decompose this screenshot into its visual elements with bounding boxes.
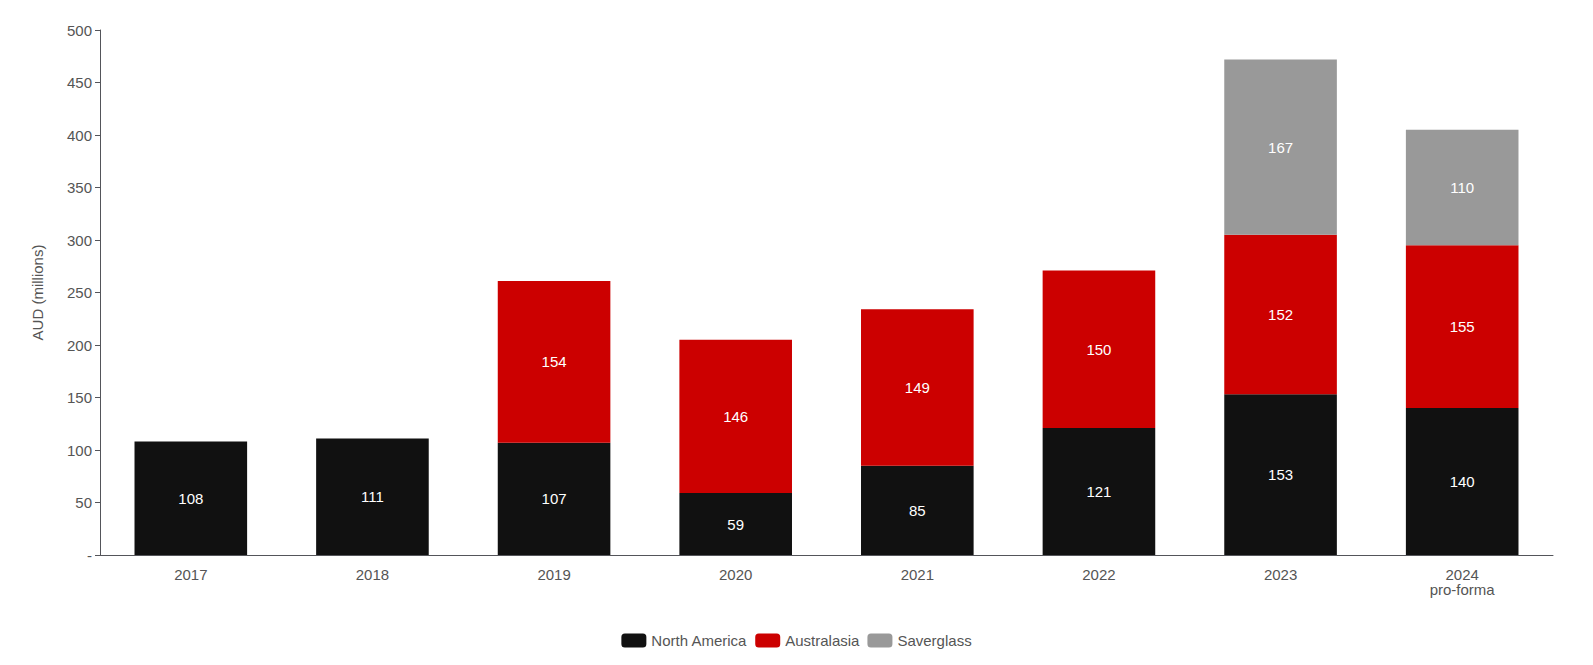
svg-text:Australasia: Australasia xyxy=(785,632,860,649)
svg-text:2020: 2020 xyxy=(719,566,752,583)
svg-text:152: 152 xyxy=(1268,306,1293,323)
svg-text:pro-forma: pro-forma xyxy=(1430,581,1496,598)
svg-text:146: 146 xyxy=(723,408,748,425)
svg-text:110: 110 xyxy=(1450,179,1474,196)
svg-text:2023: 2023 xyxy=(1264,566,1297,583)
svg-text:250: 250 xyxy=(67,284,92,301)
svg-text:100: 100 xyxy=(67,442,92,459)
svg-text:500: 500 xyxy=(67,22,92,39)
svg-text:153: 153 xyxy=(1268,466,1293,483)
svg-text:140: 140 xyxy=(1450,473,1475,490)
svg-text:108: 108 xyxy=(178,490,203,507)
svg-text:300: 300 xyxy=(67,232,92,249)
svg-text:121: 121 xyxy=(1086,483,1111,500)
svg-text:107: 107 xyxy=(542,490,567,507)
svg-text:2022: 2022 xyxy=(1082,566,1115,583)
svg-text:200: 200 xyxy=(67,337,92,354)
svg-text:167: 167 xyxy=(1268,139,1293,156)
svg-text:111: 111 xyxy=(361,488,384,505)
svg-text:-: - xyxy=(87,547,92,564)
svg-text:59: 59 xyxy=(727,516,744,533)
svg-text:2018: 2018 xyxy=(356,566,389,583)
svg-text:150: 150 xyxy=(67,389,92,406)
svg-text:400: 400 xyxy=(67,127,92,144)
svg-text:2021: 2021 xyxy=(901,566,934,583)
svg-text:150: 150 xyxy=(1086,341,1111,358)
svg-text:Saverglass: Saverglass xyxy=(897,632,971,649)
svg-text:154: 154 xyxy=(542,353,567,370)
svg-text:2017: 2017 xyxy=(174,566,207,583)
svg-text:450: 450 xyxy=(67,74,92,91)
svg-text:2024: 2024 xyxy=(1445,566,1479,583)
svg-text:85: 85 xyxy=(909,502,926,519)
svg-text:North America: North America xyxy=(651,632,747,649)
svg-text:2019: 2019 xyxy=(537,566,570,583)
svg-text:AUD (millions): AUD (millions) xyxy=(29,245,46,341)
svg-text:149: 149 xyxy=(905,379,930,396)
svg-text:155: 155 xyxy=(1450,318,1475,335)
svg-text:50: 50 xyxy=(75,494,92,511)
svg-text:350: 350 xyxy=(67,179,92,196)
